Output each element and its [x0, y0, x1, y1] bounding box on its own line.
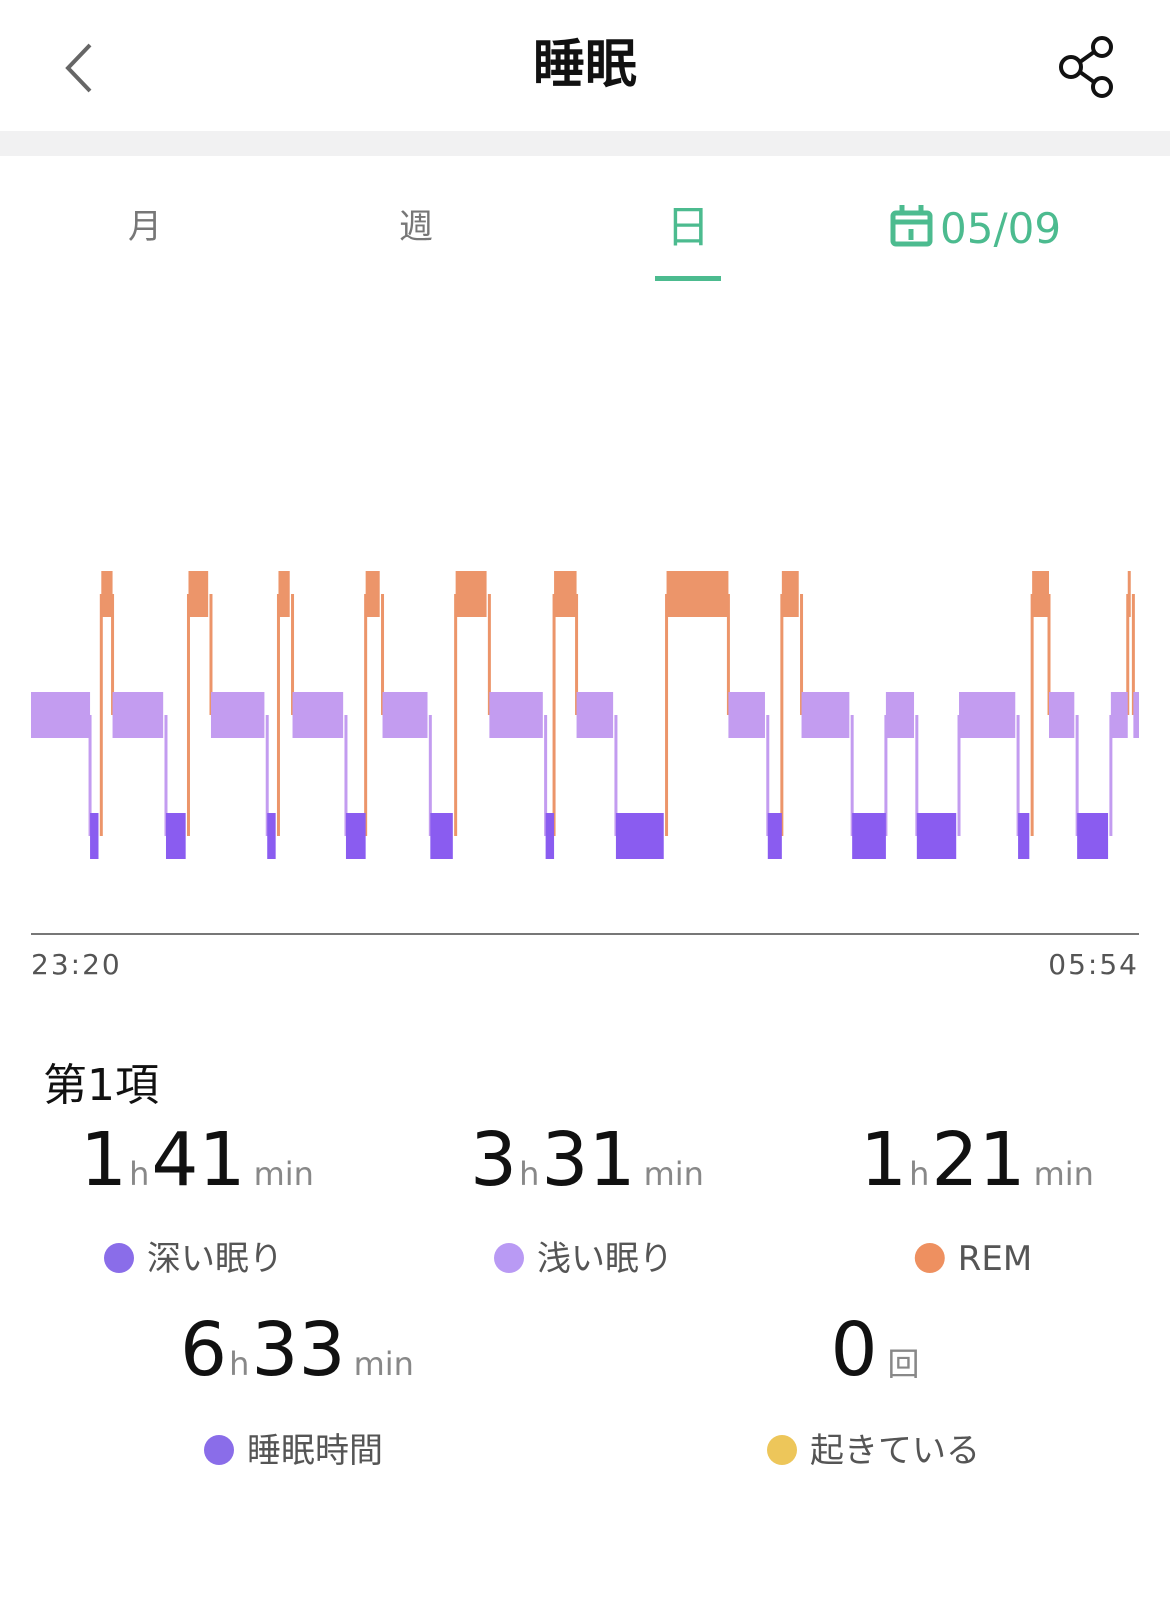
legend-label: 深い眠り [147, 1239, 283, 1279]
stage-segment [455, 571, 487, 617]
legend-item: 浅い眠り [494, 1239, 673, 1279]
legend-item: 起きている [767, 1431, 980, 1471]
legend-dot [767, 1435, 797, 1465]
number: 3 [470, 1117, 517, 1203]
unit: h [229, 1345, 249, 1383]
unit: min [254, 1155, 314, 1193]
number: 1 [80, 1117, 127, 1203]
stage-segment [1032, 571, 1050, 617]
duration-value: 1h21 min [860, 1117, 1094, 1203]
date-picker[interactable]: 05/09 [940, 204, 1061, 253]
stage-segment [545, 813, 555, 859]
duration-value: 1h41 min [80, 1117, 314, 1203]
legend-label: 浅い眠り [537, 1239, 673, 1279]
unit: min [1034, 1155, 1094, 1193]
stage-segment [916, 813, 957, 859]
stage-segment [801, 692, 850, 738]
duration-value: 6h33 min [180, 1307, 414, 1393]
tab-day[interactable]: 日 [666, 202, 710, 253]
legend-dot [494, 1243, 524, 1273]
legend-item: 深い眠り [104, 1239, 283, 1279]
stage-segment [767, 813, 782, 859]
stage-segment [365, 571, 380, 617]
number: 6 [180, 1307, 227, 1393]
stage-segment [576, 692, 614, 738]
summary-title: 第1項 [43, 1060, 159, 1111]
stage-segment [1133, 692, 1139, 738]
number: 21 [931, 1117, 1025, 1203]
stage-segment [31, 692, 91, 738]
number: 1 [860, 1117, 907, 1203]
hypnogram: 23:20 05:54 [31, 571, 1139, 981]
duration-value: 3h31 min [470, 1117, 704, 1203]
legend-label: 起きている [810, 1431, 980, 1471]
stage-segment [852, 813, 886, 859]
stage-segment [1077, 813, 1109, 859]
x-axis-label: 23:20 [31, 948, 122, 981]
unit: h [909, 1155, 929, 1193]
legend-dot [914, 1243, 945, 1273]
back-button[interactable] [65, 43, 92, 93]
tab-underline [655, 276, 721, 281]
share-button[interactable] [1059, 36, 1113, 98]
stage-segment [90, 813, 99, 859]
stage-segment [1018, 813, 1030, 859]
stage-segment [666, 571, 729, 617]
stage-segment [382, 692, 428, 738]
tab-week[interactable]: 週 [399, 207, 433, 247]
number: 41 [151, 1117, 245, 1203]
unit: h [519, 1155, 539, 1193]
unit: min [644, 1155, 704, 1193]
unit: 回 [888, 1345, 920, 1383]
stage-segment [101, 571, 113, 617]
legend-item: 睡眠時間 [204, 1431, 383, 1471]
stage-segment [781, 571, 799, 617]
stage-segment [728, 692, 765, 738]
legend-item: REM [914, 1239, 1032, 1279]
stage-segment [267, 813, 276, 859]
tab-month[interactable]: 月 [128, 207, 162, 247]
stage-segment [1049, 692, 1075, 738]
unit: h [129, 1155, 149, 1193]
stage-segment [345, 813, 366, 859]
divider [0, 131, 1170, 156]
stage-segment [1110, 692, 1128, 738]
stage-segment [489, 692, 543, 738]
stage-segment [615, 813, 664, 859]
stage-segment [188, 571, 209, 617]
calendar-icon[interactable] [890, 205, 933, 247]
stage-segment [1127, 571, 1131, 617]
legend-label: 睡眠時間 [247, 1431, 383, 1471]
legend-dot [204, 1435, 234, 1465]
stage-segment [554, 571, 577, 617]
page-title: 睡眠 [533, 35, 637, 95]
stage-segment [210, 692, 265, 738]
legend-dot [104, 1243, 134, 1273]
stage-segment [292, 692, 344, 738]
stage-segment [165, 813, 186, 859]
stage-segment [112, 692, 164, 738]
number: 33 [251, 1307, 345, 1393]
stage-segment [430, 813, 453, 859]
stage-segment [959, 692, 1016, 738]
number: 0 [830, 1307, 877, 1393]
stage-segment [278, 571, 290, 617]
number: 31 [541, 1117, 635, 1203]
stage-segment [885, 692, 915, 738]
x-axis-label: 05:54 [1048, 948, 1139, 981]
legend-label: REM [958, 1239, 1032, 1279]
unit: min [354, 1345, 414, 1383]
